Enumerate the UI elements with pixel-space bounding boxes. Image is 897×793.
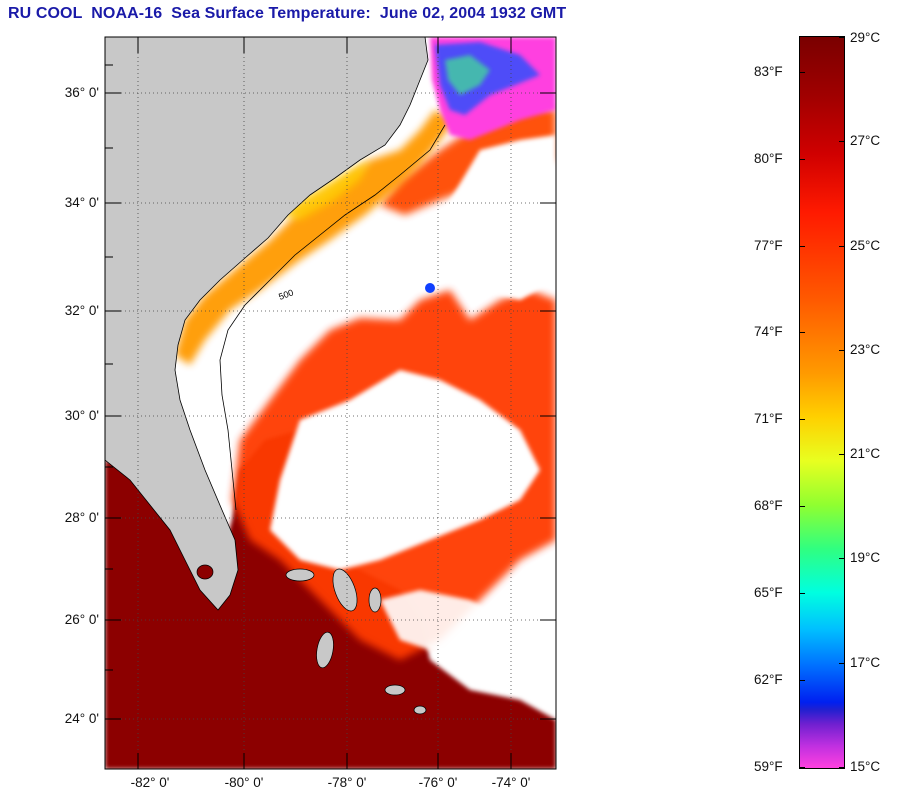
celsius-tick: [839, 141, 845, 143]
cloud-patch-south: [380, 590, 540, 670]
fahrenheit-label: 68°F: [754, 498, 783, 514]
celsius-tick: [839, 37, 845, 38]
celsius-label: 29°C: [850, 30, 881, 45]
celsius-label: 27°C: [850, 133, 881, 149]
celsius-tick: [839, 558, 845, 560]
celsius-label: 25°C: [850, 237, 881, 253]
fahrenheit-label: 65°F: [754, 585, 783, 601]
lon-label-76: -76° 0': [418, 775, 458, 790]
fahrenheit-label: 83°F: [754, 63, 783, 79]
lon-label-82: -82° 0': [130, 775, 170, 790]
bahamas-islands: [196, 564, 427, 715]
lon-label-80: -80° 0': [224, 775, 264, 790]
fahrenheit-label: 62°F: [754, 672, 783, 688]
shelf-water-yellow: [282, 160, 370, 220]
shelf-water-region: [175, 110, 455, 365]
celsius-tick: [839, 767, 845, 768]
cold-eddy-blue: [425, 283, 435, 293]
celsius-label: 21°C: [850, 446, 881, 462]
fahrenheit-tick: [799, 506, 805, 508]
celsius-label: 15°C: [850, 759, 881, 774]
fahrenheit-tick: [799, 158, 805, 160]
celsius-tick: [839, 349, 845, 351]
lon-label-78: -78° 0': [327, 775, 367, 790]
temperature-colorbar: [799, 36, 845, 769]
cloud-patch-east: [430, 135, 556, 300]
celsius-label: 23°C: [850, 341, 881, 357]
fahrenheit-label: 77°F: [754, 237, 783, 253]
fahrenheit-tick: [799, 332, 805, 334]
fahrenheit-tick: [799, 419, 805, 421]
celsius-label: 19°C: [850, 550, 881, 566]
lat-label-34: 34° 0': [64, 195, 99, 210]
lon-label-74: -74° 0': [491, 775, 531, 790]
fahrenheit-tick: [799, 593, 805, 595]
fahrenheit-label: 80°F: [754, 150, 783, 166]
lat-label-32: 32° 0': [64, 303, 99, 318]
cold-water-green: [445, 55, 490, 95]
celsius-tick: [839, 454, 845, 456]
isobath-contour: [219, 124, 446, 511]
map-title: RU COOL NOAA-16 Sea Surface Temperature:…: [8, 5, 567, 22]
celsius-tick: [839, 245, 845, 247]
lat-label-28: 28° 0': [64, 510, 99, 525]
lat-label-24: 24° 0': [64, 711, 99, 726]
celsius-label: 17°C: [850, 654, 881, 670]
isobath-label: 500: [277, 287, 295, 302]
cloud-patch: [270, 370, 540, 570]
fahrenheit-tick: [799, 71, 805, 73]
map-frame: [104, 36, 557, 770]
celsius-tick: [839, 662, 845, 664]
fahrenheit-tick: [799, 245, 805, 247]
lat-label-30: 30° 0': [64, 408, 99, 423]
fahrenheit-label: 71°F: [754, 411, 783, 427]
fahrenheit-label: 74°F: [754, 324, 783, 340]
lat-label-36: 36° 0': [64, 85, 99, 100]
fahrenheit-tick: [799, 680, 805, 682]
fahrenheit-tick: [799, 767, 805, 768]
gulf-stream-north: [380, 105, 556, 215]
lat-label-26: 26° 0': [64, 612, 99, 627]
fahrenheit-label: 59°F: [754, 759, 783, 774]
map-ticks: [105, 37, 556, 769]
land-mass: [105, 37, 429, 611]
